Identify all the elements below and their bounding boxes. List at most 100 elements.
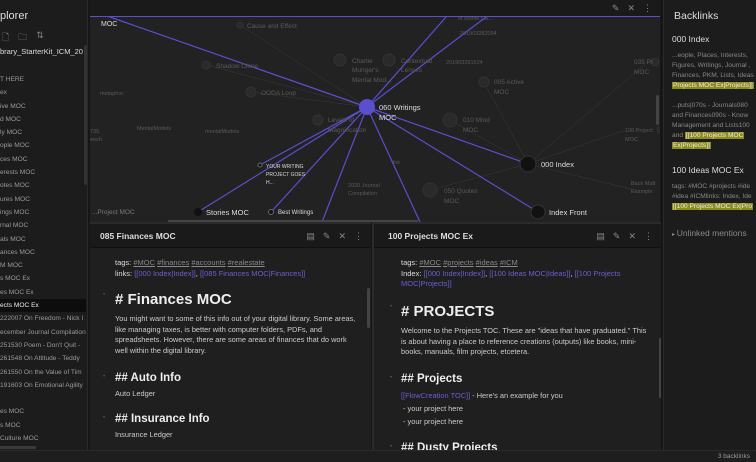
backlink-file[interactable]: 000 Index xyxy=(672,34,710,44)
file-explorer: plorer 🗋 🗀 ⇅ brary_StarterKit_ICM_20 T H… xyxy=(0,0,88,450)
scrollbar[interactable] xyxy=(84,45,87,185)
more-options-icon[interactable]: ⋮ xyxy=(644,231,653,241)
file-item[interactable]: es MOC xyxy=(0,408,25,416)
tag[interactable]: #finances xyxy=(157,258,190,267)
close-icon[interactable]: ✕ xyxy=(627,3,635,13)
svg-text:Compilation: Compilation xyxy=(348,191,377,197)
file-item[interactable]: M MOC xyxy=(0,262,23,270)
graph-scrollbar[interactable] xyxy=(656,95,659,125)
graph-node-stories[interactable] xyxy=(194,208,202,216)
highlighted-edges xyxy=(90,9,539,222)
internal-link[interactable]: [[FlowCreation TOC]] xyxy=(401,391,471,400)
horizontal-scrollbar[interactable] xyxy=(0,446,36,449)
file-item[interactable]: otes MOC xyxy=(0,182,30,190)
graph-header: ✎ ✕ ⋮ xyxy=(90,0,660,17)
file-item[interactable]: erests MOC xyxy=(0,169,36,177)
graph-node-best-writings[interactable] xyxy=(268,209,274,215)
close-icon[interactable]: ✕ xyxy=(628,231,636,241)
internal-link[interactable]: [[000 Index|Index]] xyxy=(134,268,196,278)
tag[interactable]: #ideas xyxy=(475,258,498,267)
file-item[interactable]: 261550 On the Value of Tim xyxy=(0,368,82,376)
close-icon[interactable]: ✕ xyxy=(338,231,346,241)
file-item[interactable]: T HERE xyxy=(0,76,25,83)
svg-text:list: list xyxy=(393,160,400,166)
file-item[interactable]: s MOC Ex xyxy=(0,275,31,283)
graph-hscrollbar[interactable] xyxy=(168,220,418,222)
fold-icon[interactable]: • xyxy=(390,304,393,310)
file-item[interactable]: es MOC Ex xyxy=(0,288,34,296)
svg-text:005 Active: 005 Active xyxy=(494,79,524,86)
file-item[interactable]: ly MOC xyxy=(0,129,22,137)
graph-node-your-writing[interactable] xyxy=(257,162,263,168)
graph-node-center[interactable] xyxy=(359,99,375,115)
file-item[interactable]: 261548 On Attitude - Teddy xyxy=(0,355,80,363)
tag[interactable]: #accounts xyxy=(191,258,226,267)
file-item[interactable]: ures MOC xyxy=(0,195,31,203)
svg-text:Back Matt: Back Matt xyxy=(631,181,656,187)
file-item[interactable]: 191603 On Emotional Agility xyxy=(0,381,83,389)
fold-icon[interactable]: • xyxy=(103,292,106,298)
graph-node-index[interactable] xyxy=(519,155,537,173)
reading-view-icon[interactable]: ▤ xyxy=(306,231,315,241)
new-folder-icon[interactable]: 🗀 xyxy=(18,32,28,42)
file-item[interactable]: 251530 Poem - Don't Quit - xyxy=(0,341,81,349)
file-item[interactable]: ex xyxy=(0,89,7,97)
scrollbar[interactable] xyxy=(659,338,661,398)
editor-content[interactable]: tags: #MOC #projects #ideas #ICM Index: … xyxy=(374,248,661,450)
svg-text:YOUR WRITING: YOUR WRITING xyxy=(266,164,304,170)
scrollbar[interactable] xyxy=(367,288,370,328)
pin-icon[interactable]: ✎ xyxy=(612,231,621,241)
index-label: Index: xyxy=(401,268,422,278)
file-item[interactable]: ople MOC xyxy=(0,142,30,150)
tag[interactable]: #MOC xyxy=(419,258,442,267)
file-item[interactable]: Culture MOC xyxy=(0,435,39,443)
backlink-snippet[interactable]: tags: #MOC #projects #ide #idea #ICMlinks… xyxy=(672,183,754,210)
fold-icon[interactable]: • xyxy=(103,374,106,380)
vault-folder[interactable]: brary_StarterKit_ICM_20 xyxy=(0,47,83,56)
fold-icon[interactable]: • xyxy=(390,375,393,381)
file-item[interactable]: ive MOC xyxy=(0,102,26,110)
more-options-icon[interactable]: ⋮ xyxy=(354,231,363,241)
internal-link[interactable]: [[100 Projects MOC|Projects]] xyxy=(401,268,621,289)
pin-icon[interactable]: ✎ xyxy=(322,231,331,241)
file-item[interactable]: ecember Journal Compilation xyxy=(0,328,86,336)
internal-link[interactable]: [[085 Finances MOC|Finances]] xyxy=(199,268,306,278)
file-item[interactable]: 222007 On Freedom - Nick I xyxy=(0,315,84,323)
sort-icon[interactable]: ⇅ xyxy=(36,30,44,40)
file-item[interactable]: s MOC xyxy=(0,421,21,429)
list-item: - your project here xyxy=(403,404,463,413)
svg-text:Charlie: Charlie xyxy=(352,58,373,65)
new-note-icon[interactable]: 🗋 xyxy=(2,32,10,42)
pin-icon[interactable]: ✎ xyxy=(611,3,620,13)
file-item[interactable]: ces MOC xyxy=(0,155,28,163)
backlink-snippet[interactable]: ...eople, Places, Interests, Figures, Wri… xyxy=(672,52,754,89)
file-item[interactable] xyxy=(0,392,86,405)
more-options-icon[interactable]: ⋮ xyxy=(643,3,652,13)
backlink-snippet[interactable]: ...puts|070s - Journals080 and Finances09… xyxy=(672,102,750,149)
graph-view[interactable]: Cause and Effect Shadow Clone OODA Loop … xyxy=(90,0,660,222)
editor-content[interactable]: tags: #MOC #finances #accounts #realesta… xyxy=(90,248,371,450)
file-item[interactable]: ings MOC xyxy=(0,208,30,216)
graph-node-index-front[interactable] xyxy=(530,204,546,220)
file-item[interactable]: d MOC xyxy=(0,115,21,123)
tag[interactable]: #projects xyxy=(443,258,474,267)
file-item[interactable]: ances MOC xyxy=(0,248,35,256)
file-item[interactable]: als MOC xyxy=(0,235,26,243)
tag[interactable]: #ICM xyxy=(499,258,518,267)
graph-canvas[interactable]: Cause and Effect Shadow Clone OODA Loop … xyxy=(90,0,660,222)
svg-text:735: 735 xyxy=(90,129,99,135)
fold-icon[interactable]: • xyxy=(390,444,393,450)
fold-icon[interactable]: • xyxy=(103,415,106,421)
internal-link[interactable]: [[100 Ideas MOC|Ideas]] xyxy=(489,268,571,278)
unlinked-mentions-toggle[interactable]: ▸ Unlinked mentions xyxy=(672,228,747,238)
backlink-file[interactable]: 100 Ideas MOC Ex xyxy=(672,165,744,175)
svg-text:H...: H... xyxy=(266,180,274,186)
tag[interactable]: #MOC xyxy=(133,258,156,267)
reading-view-icon[interactable]: ▤ xyxy=(596,231,605,241)
file-item[interactable]: rnal MOC xyxy=(0,222,29,230)
internal-link[interactable]: [[000 Index|Index]] xyxy=(423,268,486,278)
tag[interactable]: #realestate xyxy=(227,258,265,267)
file-item[interactable]: ects MOC Ex xyxy=(0,299,86,313)
backlink-count: 3 backlinks xyxy=(717,453,750,460)
